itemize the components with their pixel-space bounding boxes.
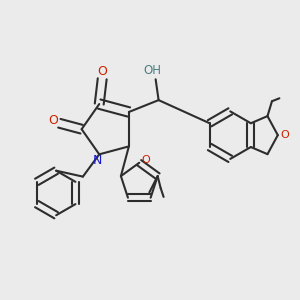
Text: N: N [93,154,102,167]
Text: O: O [141,155,150,165]
Text: O: O [48,114,58,128]
Text: O: O [97,65,107,78]
Text: OH: OH [143,64,161,77]
Text: O: O [281,130,290,140]
